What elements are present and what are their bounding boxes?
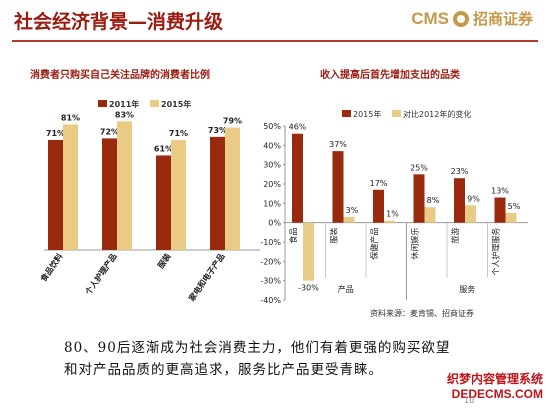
chart2-legend-label-0: 2015年 [353, 109, 381, 119]
chart2-bar-4-0 [454, 178, 465, 223]
chart2-value-label-5-0: 13% [491, 187, 509, 196]
chart2-category-label-3: 休闲娱乐 [410, 228, 420, 260]
chart2-group-label-0: 产品 [338, 284, 354, 294]
chart2-legend-swatch-0 [342, 110, 351, 117]
logo-text: CMS [411, 8, 449, 28]
chart1-legend-swatch-0 [98, 100, 107, 107]
chart2-value-label-4-1: 9% [467, 194, 480, 203]
chart1-value-label-3-1: 79% [223, 117, 242, 126]
chart2-category-label-0: 食品 [288, 228, 298, 244]
chart1-value-label-1-0: 72% [100, 127, 119, 136]
chart2-y-tick-7: -20% [260, 257, 281, 266]
chart2-category-label-4: 旅游 [450, 228, 460, 244]
chart1-value-label-2-0: 61% [154, 144, 173, 153]
chart2-value-label-2-0: 17% [370, 179, 388, 188]
chart2-value-label-0-0: 46% [289, 123, 307, 132]
chart2-y-tick-4: 10% [263, 199, 281, 208]
chart2-y-tick-2: 30% [263, 161, 281, 170]
chart1-legend-label-1: 2015年 [161, 99, 191, 109]
chart2-bar-2-0 [373, 189, 384, 223]
chart2-bar-4-1 [465, 205, 476, 223]
chart1-bar-0-0 [48, 139, 63, 250]
chart2-y-tick-8: -30% [260, 277, 281, 286]
chart2-category-label-5: 个人护理服务 [491, 228, 501, 276]
chart1-legend-swatch-1 [150, 100, 159, 107]
chart2-y-tick-5: 0% [268, 219, 281, 228]
chart2-bar-3-0 [413, 174, 425, 223]
body-text-line1: 80、90后逐渐成为社会消费主力，他们有着更强的购买欲望 [64, 340, 451, 356]
chart2-y-tick-9: -40% [260, 296, 281, 305]
chart1-legend-label-0: 2011年 [109, 99, 139, 109]
chart1-bar-1-0 [102, 138, 117, 250]
watermark-line2: DEDECMS.COM [451, 387, 543, 401]
chart1-bar-1-1 [117, 121, 132, 250]
page-title: 社会经济背景—消费升级 [14, 11, 224, 33]
chart2-bar-1-1 [343, 216, 355, 223]
chart2-y-tick-3: 20% [263, 180, 281, 189]
chart2-y-tick-6: -10% [260, 238, 281, 247]
watermark: 织梦内容管理系统 DEDECMS.COM [447, 370, 543, 401]
chart2-bar-3-1 [424, 207, 436, 223]
chart2-title: 收入提高后首先增加支出的品类 [320, 70, 460, 81]
chart2-value-label-3-1: 8% [427, 196, 440, 205]
chart2-group-label-1: 服务 [459, 284, 475, 294]
chart2-value-label-4-0: 23% [451, 167, 469, 176]
chart1-value-label-0-0: 71% [46, 129, 65, 138]
header-divider [12, 40, 538, 42]
chart2-bar-2-1 [384, 220, 395, 223]
chart2-bar-0-0 [292, 133, 303, 223]
chart1-bar-2-0 [156, 155, 171, 250]
chart2-value-label-2-1: 1% [386, 210, 399, 219]
chart2-value-label-0-1: -30% [298, 284, 319, 293]
chart1-bar-0-1 [63, 124, 78, 250]
chart1-bar-2-1 [171, 139, 186, 250]
chart2-legend-label-1: 对比2012年的变化 [403, 109, 471, 119]
chart2-category-label-1: 服装 [329, 228, 339, 244]
chart2-bar-5-1 [505, 213, 517, 223]
chart2-value-label-1-0: 37% [329, 140, 347, 149]
chart2-legend-swatch-1 [392, 110, 401, 117]
chart1-value-label-2-1: 71% [169, 129, 188, 138]
logo: CMS 招商证券 [411, 8, 533, 29]
chart1-value-label-0-1: 81% [61, 113, 80, 122]
logo-mark-icon [452, 10, 469, 27]
page-number: 10 [464, 396, 475, 405]
body-text-line2: 和对产品品质的更高追求，服务比产品更受青睐。 [64, 362, 383, 378]
chart2-value-label-3-0: 25% [410, 163, 428, 172]
chart2-bar-5-0 [494, 197, 506, 223]
chart1-title: 消费者只购买自己关注品牌的消费者比例 [30, 70, 210, 81]
chart2-value-label-1-1: 3% [346, 206, 359, 215]
chart1-value-label-1-1: 83% [115, 110, 134, 119]
chart1-value-label-3-0: 73% [208, 126, 227, 135]
chart1-bar-3-0 [210, 136, 225, 250]
logo-cn: 招商证券 [472, 10, 533, 28]
chart2-bar-1-0 [332, 151, 344, 223]
source-note: 资料来源：麦肯锡、招商证券 [370, 309, 474, 318]
chart2-bar-0-1 [303, 222, 314, 281]
chart2-y-tick-1: 40% [263, 141, 281, 150]
chart2-y-tick-0: 50% [263, 122, 281, 131]
chart1-bar-3-1 [225, 127, 240, 250]
watermark-line1: 织梦内容管理系统 [446, 372, 543, 386]
chart2-category-label-2: 保健产品 [369, 228, 379, 260]
chart2-value-label-5-1: 5% [508, 202, 521, 211]
